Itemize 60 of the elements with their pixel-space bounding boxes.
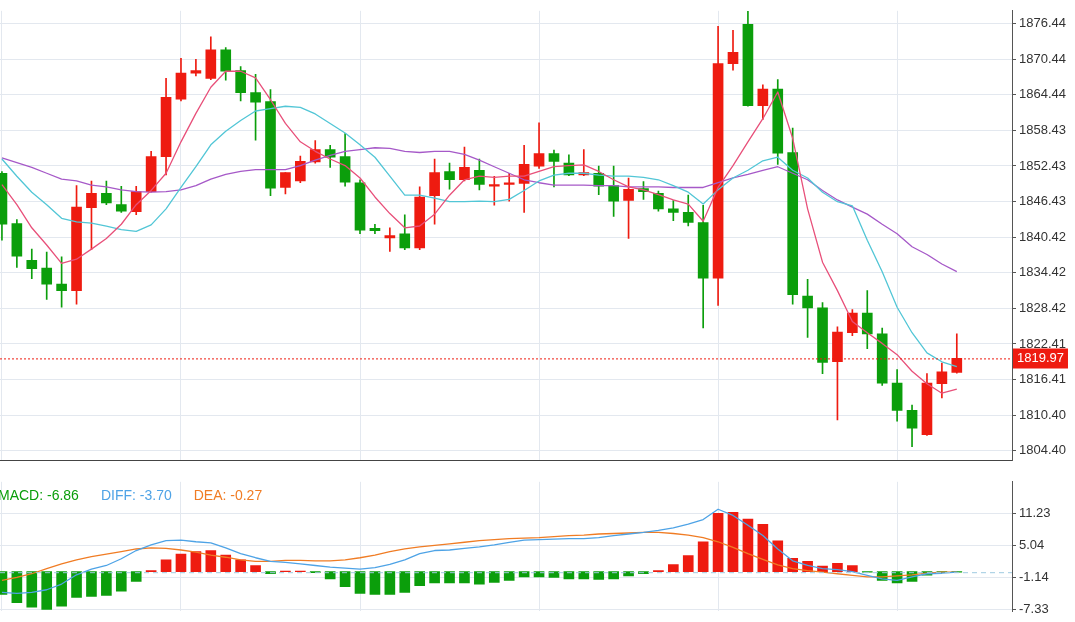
bar	[250, 565, 261, 573]
bar	[548, 571, 560, 578]
y-tick-label: 1822.41	[1019, 335, 1066, 351]
bar	[26, 571, 38, 608]
bar	[503, 571, 515, 581]
y-tick-label: 1876.44	[1019, 15, 1066, 31]
bar	[41, 571, 53, 610]
bar	[414, 571, 426, 586]
text: DEA: -0.27	[193, 486, 263, 503]
bar	[712, 513, 724, 573]
bar	[429, 571, 440, 584]
y-tick-label: 1804.40	[1019, 442, 1066, 458]
y-tick-label: 1828.42	[1019, 299, 1066, 315]
y-tick-label: 1852.43	[1019, 157, 1066, 173]
y-tick-label: 5.04	[1019, 537, 1045, 553]
bar	[444, 571, 455, 584]
y-tick-label: 1858.43	[1019, 121, 1066, 137]
bar	[399, 571, 411, 593]
bar	[235, 559, 246, 573]
bar	[474, 571, 485, 585]
y-tick-label: 1834.42	[1019, 264, 1066, 280]
ref-line-label: 1819.97	[1017, 349, 1064, 365]
bar	[384, 571, 396, 595]
bar	[101, 571, 112, 596]
bar	[593, 571, 605, 580]
bar	[220, 554, 232, 573]
bar	[130, 571, 142, 582]
y-tick-label: 1816.41	[1019, 371, 1066, 387]
y-tick-label: 1870.44	[1019, 50, 1066, 66]
y-tick-label: -7.33	[1019, 601, 1049, 617]
text: DIFF: -3.70	[100, 486, 172, 503]
bar	[459, 571, 470, 584]
bar	[578, 571, 590, 580]
bar	[682, 555, 694, 573]
bar	[86, 571, 97, 597]
bar	[369, 571, 381, 595]
y-tick-label: 1840.42	[1019, 228, 1066, 244]
bar	[160, 559, 172, 573]
bar	[667, 564, 679, 573]
bar	[175, 553, 187, 573]
bar	[488, 571, 500, 583]
candlestick	[503, 172, 515, 202]
bar	[608, 571, 619, 580]
text: MACD: -6.86	[0, 486, 80, 503]
y-tick-label: -1.14	[1019, 569, 1049, 585]
y-tick-label: 11.23	[1019, 505, 1051, 521]
y-tick-label: 1846.43	[1019, 193, 1066, 209]
candlestick	[190, 59, 202, 77]
bar	[697, 541, 709, 573]
y-tick-label: 1864.44	[1019, 86, 1066, 102]
bar	[324, 571, 336, 580]
y-tick-label: 1810.40	[1019, 406, 1066, 422]
bar	[339, 571, 351, 587]
bar	[71, 571, 82, 598]
candlestick	[384, 227, 396, 252]
candlestick	[488, 175, 500, 206]
bar	[115, 571, 127, 592]
bar	[354, 571, 366, 594]
bar	[205, 550, 217, 573]
bar	[56, 571, 67, 607]
